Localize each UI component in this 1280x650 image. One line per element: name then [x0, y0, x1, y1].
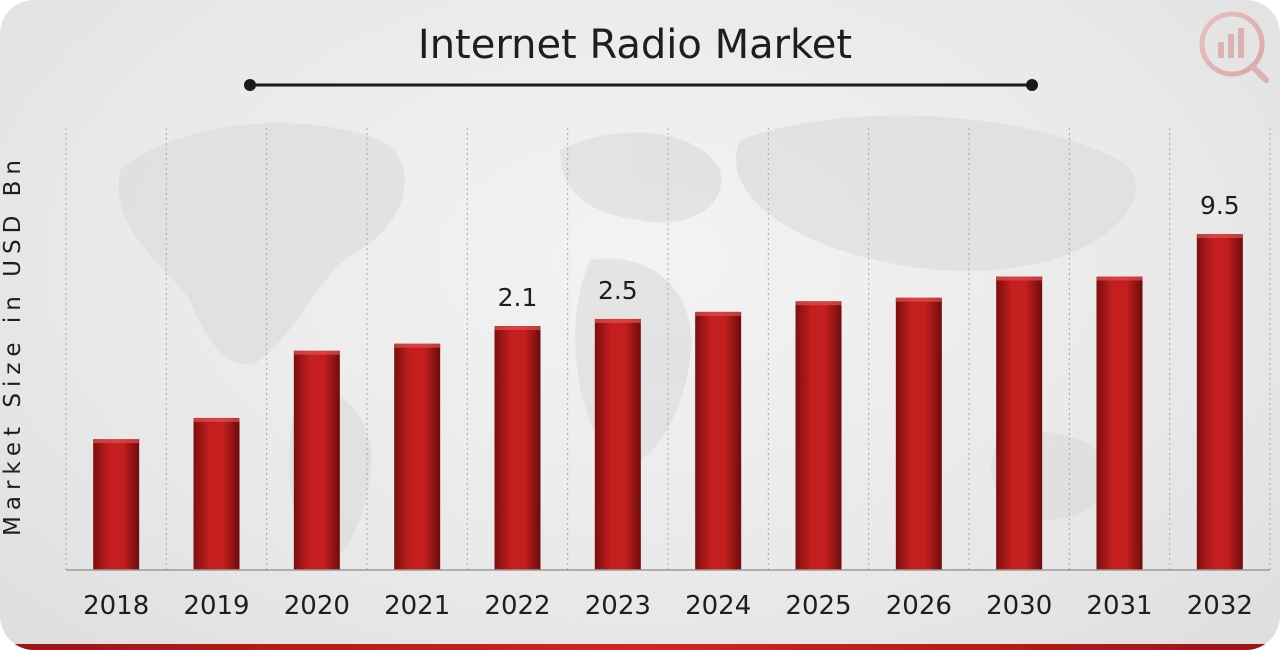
data-labels: 2.1 2.5 9.5: [498, 191, 1240, 312]
bar-2025: [795, 301, 842, 570]
x-tick-label: 2025: [785, 591, 851, 621]
y-axis-title: Market Size in USD Bn: [0, 154, 26, 536]
bar: [795, 301, 842, 570]
bar: [193, 417, 240, 570]
bar-highlight: [594, 318, 641, 323]
bar-2018: [93, 439, 140, 570]
bar: [594, 318, 641, 570]
bar: [695, 311, 742, 570]
bar: [1196, 234, 1243, 570]
x-tick-label: 2022: [484, 591, 550, 621]
bar-highlight: [494, 326, 541, 331]
bar: [895, 297, 942, 570]
bar-2024: [695, 311, 742, 570]
bottom-accent-band: [0, 644, 1280, 650]
bar-2021: [394, 343, 441, 570]
x-tick-label: 2019: [183, 591, 249, 621]
bar-highlight: [93, 439, 140, 444]
x-tick-label: 2024: [685, 591, 751, 621]
bar-2030: [996, 276, 1043, 570]
x-tick-label: 2030: [986, 591, 1052, 621]
bar-highlight: [795, 301, 842, 306]
bar-highlight: [293, 350, 340, 355]
bar-highlight: [1096, 276, 1143, 281]
bar: [494, 326, 541, 570]
bar-highlight: [695, 311, 742, 316]
grid-lines: [65, 128, 1271, 570]
bar: [1096, 276, 1143, 570]
x-tick-label: 2031: [1086, 591, 1152, 621]
data-label: 9.5: [1200, 191, 1240, 220]
logo-icon: [1199, 11, 1269, 83]
bar: [293, 350, 340, 570]
bar-2032: [1196, 234, 1243, 570]
bar-highlight: [394, 343, 441, 348]
x-tick-label: 2018: [83, 591, 149, 621]
bar-highlight: [1196, 234, 1243, 239]
bar: [394, 343, 441, 570]
bar-2023: [594, 318, 641, 570]
bar-2031: [1096, 276, 1143, 570]
bar-highlight: [996, 276, 1043, 281]
bars: [93, 234, 1243, 570]
bar-2026: [895, 297, 942, 570]
x-tick-labels: 2018 2019 2020 2021 2022 2023 2024 2025 2026 2030…: [83, 591, 1253, 621]
data-label: 2.5: [598, 276, 638, 305]
x-tick-label: 2032: [1187, 591, 1253, 621]
data-label: 2.1: [498, 283, 538, 312]
bar-highlight: [895, 297, 942, 302]
bar-highlight: [193, 417, 240, 422]
bar-2022: [494, 326, 541, 570]
title-underline: [244, 79, 1038, 91]
x-tick-label: 2021: [384, 591, 450, 621]
bar-2019: [193, 417, 240, 570]
bar: [93, 439, 140, 570]
x-tick-label: 2026: [886, 591, 952, 621]
chart-title: Internet Radio Market: [418, 22, 852, 68]
x-tick-label: 2020: [284, 591, 350, 621]
x-tick-label: 2023: [585, 591, 651, 621]
bar-2020: [293, 350, 340, 570]
bar: [996, 276, 1043, 570]
